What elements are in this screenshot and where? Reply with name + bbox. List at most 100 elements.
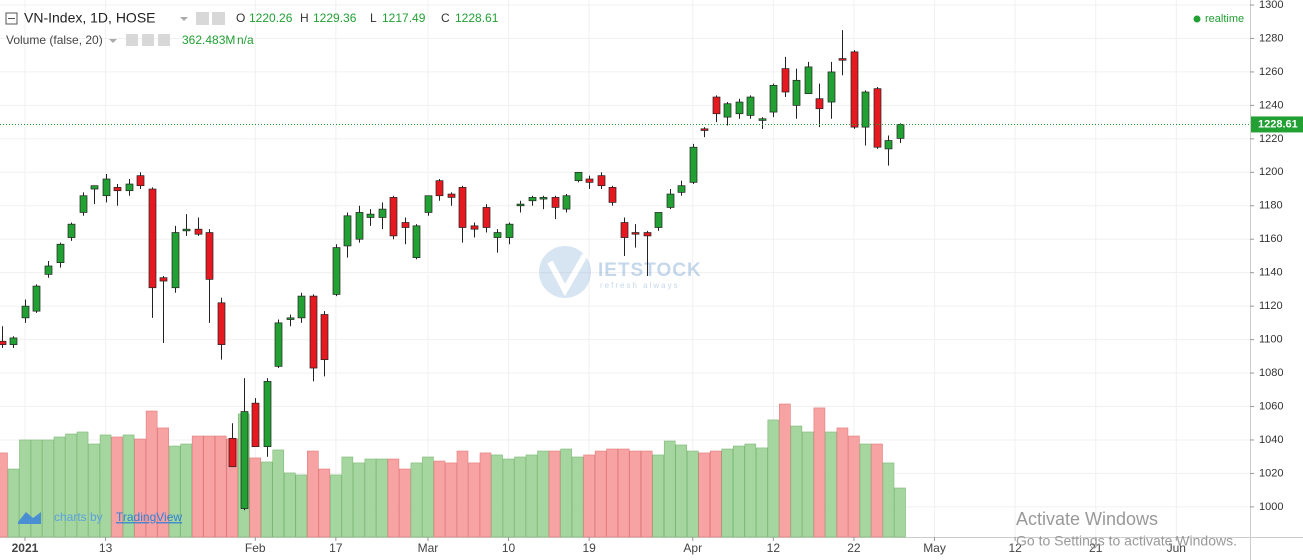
candle-body — [263, 381, 272, 448]
candle-body — [159, 277, 168, 282]
volume-bar — [767, 419, 780, 538]
volume-bar — [675, 444, 688, 538]
volume-eye-icon[interactable] — [126, 34, 138, 46]
candle-body — [539, 197, 548, 200]
x-tick-label: Feb — [245, 541, 266, 555]
watermark-logo — [539, 246, 591, 298]
volume-bar — [894, 487, 906, 538]
candle-body — [551, 197, 560, 208]
x-tick-label: 12 — [767, 541, 781, 555]
watermark-text: IETSTOCK — [598, 260, 702, 281]
candle-body — [0, 340, 7, 345]
candle-body — [424, 195, 433, 213]
high-label: H — [300, 11, 309, 25]
candle-body — [562, 195, 571, 210]
candle-body — [861, 91, 870, 128]
x-tick-label: May — [923, 541, 946, 555]
volume-bar — [341, 456, 354, 538]
volume-bar — [353, 462, 365, 538]
collapse-icon[interactable] — [5, 12, 18, 25]
x-tick-label: 17 — [329, 541, 343, 555]
credit-text: charts by — [54, 510, 103, 524]
candle-body — [90, 185, 99, 190]
candle-body — [470, 225, 479, 230]
volume-bar — [53, 436, 66, 538]
volume-bar — [652, 454, 665, 538]
volume-menu-arrow[interactable] — [109, 39, 117, 43]
candle-body — [67, 223, 76, 238]
volume-extra: n/a — [237, 33, 254, 47]
candle-body — [608, 187, 617, 203]
x-tick-label: Apr — [683, 541, 702, 555]
candle-body — [769, 84, 778, 113]
candle-body — [205, 232, 214, 280]
last-price-tag — [1251, 116, 1303, 133]
candle-body — [366, 213, 375, 218]
candle-body — [896, 124, 905, 139]
candle-body — [873, 88, 882, 148]
candle-body — [884, 140, 893, 150]
candle-body — [56, 243, 65, 263]
volume-bar — [686, 450, 699, 538]
volume-bar — [433, 460, 446, 538]
low-label: L — [370, 11, 377, 25]
candle-body — [712, 96, 721, 115]
watermark-logo-mark — [547, 253, 588, 297]
volume-bar — [0, 452, 8, 538]
volume-bar — [744, 443, 757, 538]
candle-body — [781, 68, 790, 93]
candle-body — [666, 193, 675, 208]
volume-bar — [387, 458, 400, 538]
volume-bar — [836, 427, 849, 538]
volume-bar — [318, 468, 331, 538]
candle-body — [585, 178, 594, 183]
volume-title: Volume (false, 20) — [6, 33, 103, 47]
volume-bar — [606, 448, 618, 538]
candle-body — [309, 295, 318, 369]
y-tick-label: 1040 — [1259, 434, 1283, 446]
y-tick-label: 1180 — [1259, 200, 1283, 212]
candle-body — [482, 207, 491, 228]
candle-body — [44, 265, 53, 275]
volume-bar — [709, 450, 722, 538]
volume-bar — [571, 456, 584, 538]
y-tick-label: 1240 — [1259, 99, 1283, 111]
volume-bar — [364, 458, 377, 538]
candle-body — [148, 188, 157, 289]
candle-body — [182, 228, 191, 232]
volume-bar — [7, 468, 20, 538]
chart-title: VN-Index, 1D, HOSE — [24, 10, 156, 26]
status: realtime — [1205, 13, 1244, 25]
volume-settings-icon[interactable] — [142, 34, 154, 46]
volume-bar — [295, 474, 308, 538]
x-tick-label: Mar — [418, 541, 439, 555]
candle-body — [827, 71, 836, 103]
volume-close-icon[interactable] — [158, 34, 170, 46]
candle-body — [815, 98, 824, 110]
y-tick-label: 1280 — [1259, 32, 1283, 44]
candle-body — [838, 58, 847, 61]
volume-bar — [283, 472, 296, 538]
menu-arrow[interactable] — [180, 17, 188, 21]
volume-bar — [479, 452, 492, 538]
volume-bar — [88, 443, 100, 538]
y-tick-label: 1120 — [1259, 300, 1283, 312]
y-tick-label: 1000 — [1259, 501, 1283, 513]
candle-body — [32, 285, 41, 312]
candle-body — [217, 302, 226, 345]
volume-bar — [134, 438, 146, 538]
candle-layer — [0, 30, 905, 511]
volume-bar — [180, 443, 192, 538]
candle-body — [286, 317, 295, 320]
candle-body — [631, 232, 640, 235]
eye-icon[interactable] — [196, 12, 209, 25]
volume-bar — [203, 435, 215, 538]
x-tick-label: 2021 — [12, 541, 39, 555]
watermark: IETSTOCK refresh always — [539, 246, 702, 298]
settings-icon[interactable] — [212, 12, 225, 25]
y-tick-label: 1080 — [1259, 367, 1283, 379]
credit-brand[interactable]: TradingView — [116, 510, 182, 524]
x-tick-label: 21 — [1089, 541, 1103, 555]
